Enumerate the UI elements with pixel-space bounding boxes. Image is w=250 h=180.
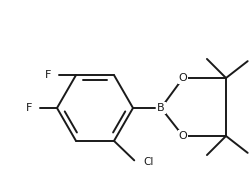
Text: O: O — [178, 131, 188, 141]
Text: O: O — [178, 73, 188, 83]
Text: F: F — [26, 103, 32, 113]
Text: F: F — [45, 70, 51, 80]
Text: B: B — [157, 103, 165, 113]
Text: Cl: Cl — [143, 157, 154, 167]
